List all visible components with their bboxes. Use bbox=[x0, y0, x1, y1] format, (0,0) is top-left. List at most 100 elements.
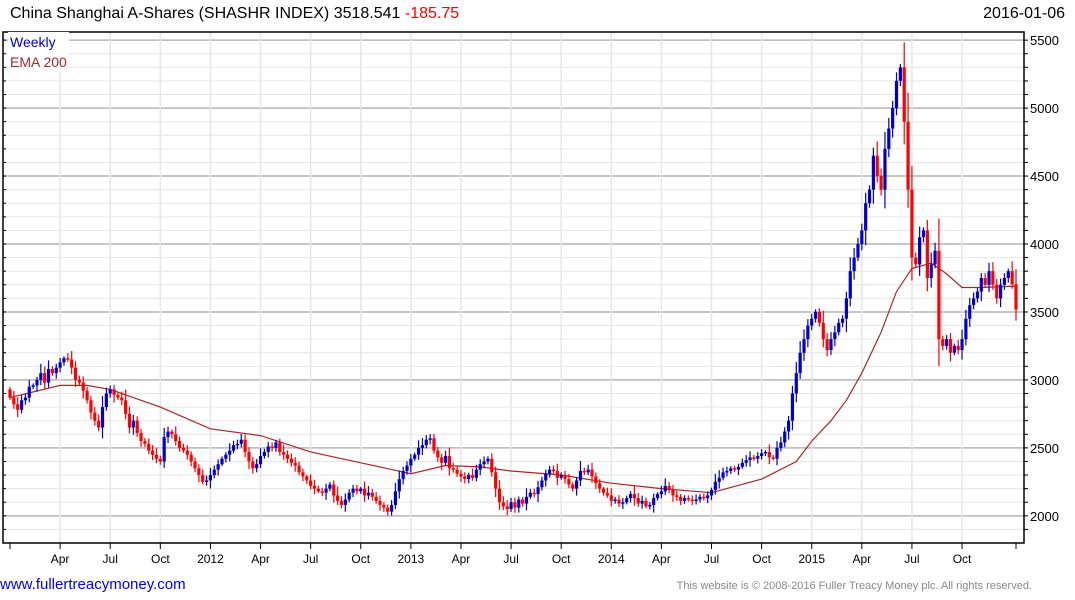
candle-down bbox=[667, 485, 671, 490]
candle-down bbox=[185, 450, 189, 455]
y-tick-label: 4500 bbox=[1030, 169, 1059, 184]
candle-down bbox=[285, 454, 290, 459]
candle-up bbox=[413, 454, 417, 459]
x-tick-label: Apr bbox=[452, 552, 471, 566]
candle-down bbox=[116, 394, 120, 398]
candle-down bbox=[825, 339, 829, 351]
candle-down bbox=[767, 451, 771, 458]
candle-up bbox=[706, 495, 710, 499]
candle-up bbox=[1002, 277, 1007, 285]
candle-down bbox=[582, 470, 586, 473]
candle-up bbox=[682, 498, 687, 501]
candle-down bbox=[671, 489, 675, 496]
candle-up bbox=[397, 479, 401, 492]
candle-up bbox=[578, 470, 583, 481]
candle-up bbox=[698, 496, 702, 500]
candle-down bbox=[644, 500, 648, 507]
candle-down bbox=[983, 277, 987, 285]
candle-up bbox=[929, 264, 933, 278]
candle-down bbox=[50, 369, 54, 374]
candle-down bbox=[636, 498, 640, 504]
candle-up bbox=[933, 250, 937, 265]
candle-down bbox=[363, 488, 367, 496]
candle-up bbox=[478, 464, 482, 470]
candle-up bbox=[54, 367, 58, 374]
candle-down bbox=[470, 475, 475, 478]
candle-down bbox=[675, 495, 679, 497]
candle-down bbox=[941, 339, 945, 346]
candle-up bbox=[204, 480, 209, 482]
candle-up bbox=[844, 298, 849, 319]
candle-down bbox=[447, 456, 452, 469]
candle-down bbox=[139, 432, 143, 442]
candle-up bbox=[416, 447, 421, 455]
candle-up bbox=[921, 230, 926, 238]
candle-down bbox=[127, 413, 132, 428]
candle-up bbox=[871, 155, 875, 190]
candle-down bbox=[771, 457, 775, 459]
candle-down bbox=[551, 469, 556, 472]
y-tick-label: 5000 bbox=[1030, 101, 1059, 116]
candle-up bbox=[228, 450, 232, 455]
candle-down bbox=[821, 322, 825, 340]
candle-up bbox=[231, 445, 236, 451]
candle-up bbox=[790, 393, 795, 421]
plot-frame bbox=[2, 31, 1025, 544]
candle-up bbox=[19, 400, 24, 410]
x-tick-label: Oct bbox=[351, 552, 370, 566]
candle-down bbox=[66, 358, 70, 360]
website-link[interactable]: www.fullertreacymoney.com bbox=[0, 576, 186, 593]
x-tick-label: Apr bbox=[251, 552, 270, 566]
candle-down bbox=[817, 311, 822, 323]
chart-title: China Shanghai A-Shares (SHASHR INDEX) 3… bbox=[10, 5, 459, 23]
candle-down bbox=[320, 491, 324, 493]
candle-up bbox=[628, 494, 633, 499]
candle-up bbox=[837, 322, 841, 333]
candle-down bbox=[902, 67, 906, 122]
candle-up bbox=[918, 237, 922, 265]
candle-down bbox=[197, 468, 201, 476]
candle-down bbox=[752, 457, 756, 459]
candle-up bbox=[509, 502, 513, 510]
candle-down bbox=[451, 468, 455, 470]
candle-down bbox=[8, 389, 12, 398]
candle-down bbox=[89, 400, 93, 413]
candle-down bbox=[459, 473, 463, 477]
candle-down bbox=[501, 502, 505, 507]
candle-down bbox=[571, 484, 575, 489]
candle-down bbox=[170, 431, 174, 435]
candle-down bbox=[301, 472, 305, 477]
candle-up bbox=[536, 487, 540, 495]
x-tick-label: Oct bbox=[552, 552, 571, 566]
legend-weekly: Weekly bbox=[10, 34, 56, 50]
candle-up bbox=[343, 499, 347, 505]
candle-up bbox=[725, 470, 729, 473]
candle-up bbox=[964, 318, 968, 340]
candle-down bbox=[513, 502, 517, 508]
candle-down bbox=[135, 420, 139, 433]
candle-up bbox=[366, 492, 371, 496]
candle-down bbox=[956, 345, 960, 351]
candle-up bbox=[648, 504, 652, 507]
candle-up bbox=[162, 436, 166, 462]
candle-down bbox=[355, 488, 359, 492]
candle-down bbox=[12, 397, 16, 405]
candle-down bbox=[386, 507, 390, 512]
candle-down bbox=[312, 485, 317, 489]
candle-up bbox=[328, 484, 332, 489]
candle-up bbox=[659, 491, 663, 495]
candle-up bbox=[393, 491, 398, 505]
candle-up bbox=[786, 420, 791, 432]
candle-up bbox=[760, 453, 764, 457]
candle-up bbox=[975, 291, 980, 299]
candle-up bbox=[235, 443, 240, 446]
candle-down bbox=[594, 476, 598, 484]
candle-down bbox=[282, 451, 286, 455]
candle-down bbox=[601, 488, 606, 493]
legend: Weekly EMA 200 bbox=[8, 32, 69, 72]
candle-up bbox=[559, 475, 563, 478]
candle-down bbox=[686, 498, 690, 500]
candle-down bbox=[158, 458, 162, 462]
x-tick-label: Jul bbox=[103, 552, 118, 566]
